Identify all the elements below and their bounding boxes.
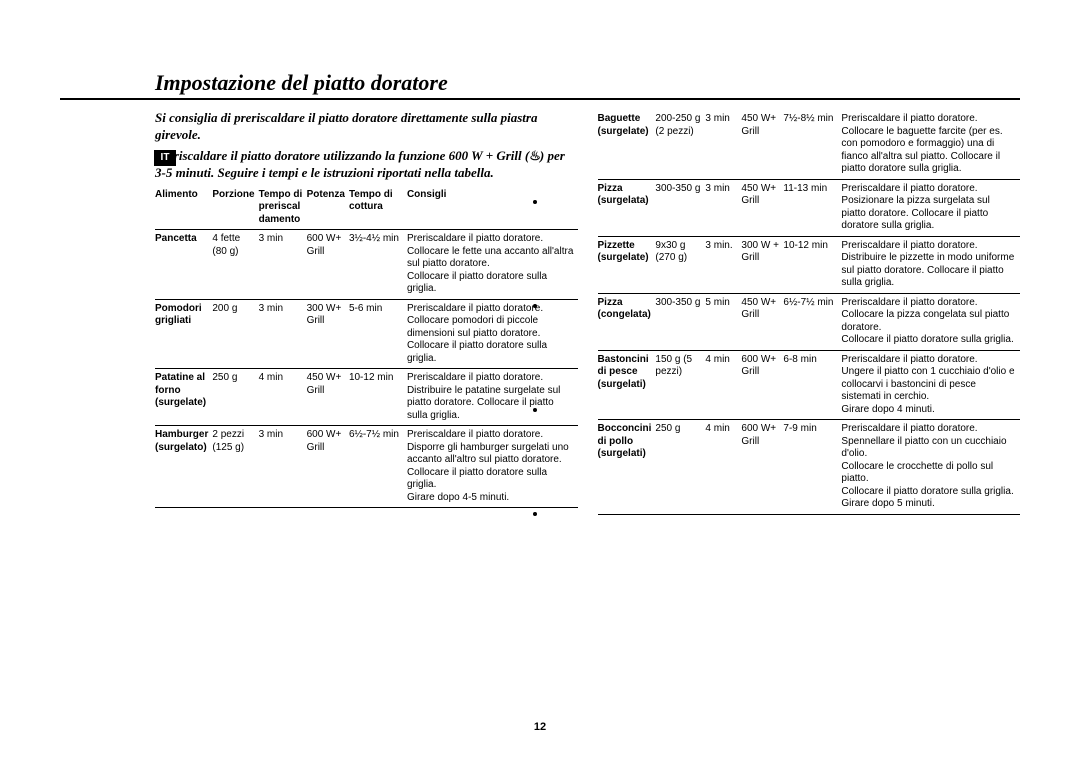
cell-hints: Preriscaldare il piatto doratore. Colloc…	[841, 110, 1020, 179]
cell-food: Pizza (surgelata)	[598, 179, 656, 236]
cell-power: 600 W+ Grill	[307, 426, 349, 508]
title-bar: Impostazione del piatto doratore	[60, 70, 1020, 100]
cell-preheat: 3 min	[259, 299, 307, 369]
table-row: Hamburger (surgelato)2 pezzi (125 g)3 mi…	[155, 426, 578, 508]
table-row: Bocconcini di pollo (surgelati)250 g4 mi…	[598, 420, 1021, 515]
cell-food: Bastoncini di pesce (surgelati)	[598, 350, 656, 420]
cell-hints: Preriscaldare il piatto doratore. Distri…	[841, 236, 1020, 293]
cell-cook: 7½-8½ min	[783, 110, 841, 179]
cell-cook: 6½-7½ min	[349, 426, 407, 508]
page-title: Impostazione del piatto doratore	[155, 70, 1020, 98]
cell-preheat: 4 min	[705, 350, 741, 420]
cell-preheat: 3 min	[259, 230, 307, 300]
cell-cook: 10-12 min	[783, 236, 841, 293]
table-row: Pizzette (surgelate)9x30 g (270 g)3 min.…	[598, 236, 1021, 293]
cell-portion: 200 g	[212, 299, 258, 369]
th-preheat: Tempo di preriscal damento	[259, 186, 307, 230]
cell-hints: Preriscaldare il piatto doratore. Spenne…	[841, 420, 1020, 515]
cell-portion: 9x30 g (270 g)	[655, 236, 705, 293]
cell-hints: Preriscaldare il piatto doratore. Posizi…	[841, 179, 1020, 236]
cell-food: Bocconcini di pollo (surgelati)	[598, 420, 656, 515]
cell-power: 600 W+ Grill	[307, 230, 349, 300]
left-column: Si consiglia di preriscaldare il piatto …	[155, 110, 578, 515]
right-table: Baguette (surgelate)200-250 g (2 pezzi)3…	[598, 110, 1021, 515]
left-table: Alimento Porzione Tempo di preriscal dam…	[155, 186, 578, 509]
cell-preheat: 5 min	[705, 293, 741, 350]
th-food: Alimento	[155, 186, 212, 230]
cell-power: 300 W+ Grill	[307, 299, 349, 369]
cell-hints: Preriscaldare il piatto doratore. Colloc…	[407, 230, 578, 300]
cell-portion: 4 fette (80 g)	[212, 230, 258, 300]
table-row: Patatine al forno (surgelate)250 g4 min4…	[155, 369, 578, 426]
cell-power: 450 W+ Grill	[741, 179, 783, 236]
cell-power: 600 W+ Grill	[741, 350, 783, 420]
cell-preheat: 3 min	[705, 110, 741, 179]
language-tab: IT	[154, 150, 176, 166]
right-column: Baguette (surgelate)200-250 g (2 pezzi)3…	[598, 110, 1021, 515]
cell-hints: Preriscaldare il piatto doratore. Colloc…	[841, 293, 1020, 350]
cell-hints: Preriscaldare il piatto doratore. Dispor…	[407, 426, 578, 508]
cell-power: 600 W+ Grill	[741, 420, 783, 515]
cell-cook: 6-8 min	[783, 350, 841, 420]
cell-cook: 7-9 min	[783, 420, 841, 515]
th-cook: Tempo di cottura	[349, 186, 407, 230]
content-columns: Si consiglia di preriscaldare il piatto …	[60, 110, 1020, 515]
cell-food: Hamburger (surgelato)	[155, 426, 212, 508]
cell-hints: Preriscaldare il piatto doratore. Distri…	[407, 369, 578, 426]
cell-power: 450 W+ Grill	[741, 110, 783, 179]
cell-portion: 250 g	[655, 420, 705, 515]
table-row: Pizza (surgelata)300-350 g3 min450 W+ Gr…	[598, 179, 1021, 236]
intro-paragraph-1: Si consiglia di preriscaldare il piatto …	[155, 110, 578, 144]
th-power: Potenza	[307, 186, 349, 230]
cell-cook: 11-13 min	[783, 179, 841, 236]
cell-portion: 150 g (5 pezzi)	[655, 350, 705, 420]
cell-cook: 5-6 min	[349, 299, 407, 369]
cell-food: Pomodori grigliati	[155, 299, 212, 369]
cell-power: 450 W+ Grill	[741, 293, 783, 350]
table-row: Pomodori grigliati200 g3 min300 W+ Grill…	[155, 299, 578, 369]
cell-hints: Preriscaldare il piatto doratore. Ungere…	[841, 350, 1020, 420]
cell-preheat: 4 min	[705, 420, 741, 515]
cell-preheat: 3 min	[259, 426, 307, 508]
bullet-decor	[533, 200, 537, 516]
cell-power: 300 W + Grill	[741, 236, 783, 293]
cell-food: Patatine al forno (surgelate)	[155, 369, 212, 426]
table-row: Pancetta4 fette (80 g)3 min600 W+ Grill3…	[155, 230, 578, 300]
cell-cook: 10-12 min	[349, 369, 407, 426]
cell-preheat: 3 min.	[705, 236, 741, 293]
cell-food: Pizzette (surgelate)	[598, 236, 656, 293]
table-row: Pizza (congelata)300-350 g5 min450 W+ Gr…	[598, 293, 1021, 350]
cell-food: Pizza (congelata)	[598, 293, 656, 350]
cell-cook: 6½-7½ min	[783, 293, 841, 350]
cell-portion: 200-250 g (2 pezzi)	[655, 110, 705, 179]
cell-food: Baguette (surgelate)	[598, 110, 656, 179]
grill-icon: ♨	[529, 148, 540, 163]
th-hints: Consigli	[407, 186, 578, 230]
cell-cook: 3½-4½ min	[349, 230, 407, 300]
table-row: Baguette (surgelate)200-250 g (2 pezzi)3…	[598, 110, 1021, 179]
cell-portion: 300-350 g	[655, 179, 705, 236]
cell-preheat: 3 min	[705, 179, 741, 236]
th-portion: Porzione	[212, 186, 258, 230]
cell-portion: 250 g	[212, 369, 258, 426]
table-row: Bastoncini di pesce (surgelati)150 g (5 …	[598, 350, 1021, 420]
cell-portion: 2 pezzi (125 g)	[212, 426, 258, 508]
page-number: 12	[0, 721, 1080, 733]
cell-power: 450 W+ Grill	[307, 369, 349, 426]
cell-preheat: 4 min	[259, 369, 307, 426]
intro-paragraph-2: Preriscaldare il piatto doratore utilizz…	[155, 148, 578, 182]
cell-food: Pancetta	[155, 230, 212, 300]
cell-hints: Preriscaldare il piatto doratore. Colloc…	[407, 299, 578, 369]
cell-portion: 300-350 g	[655, 293, 705, 350]
